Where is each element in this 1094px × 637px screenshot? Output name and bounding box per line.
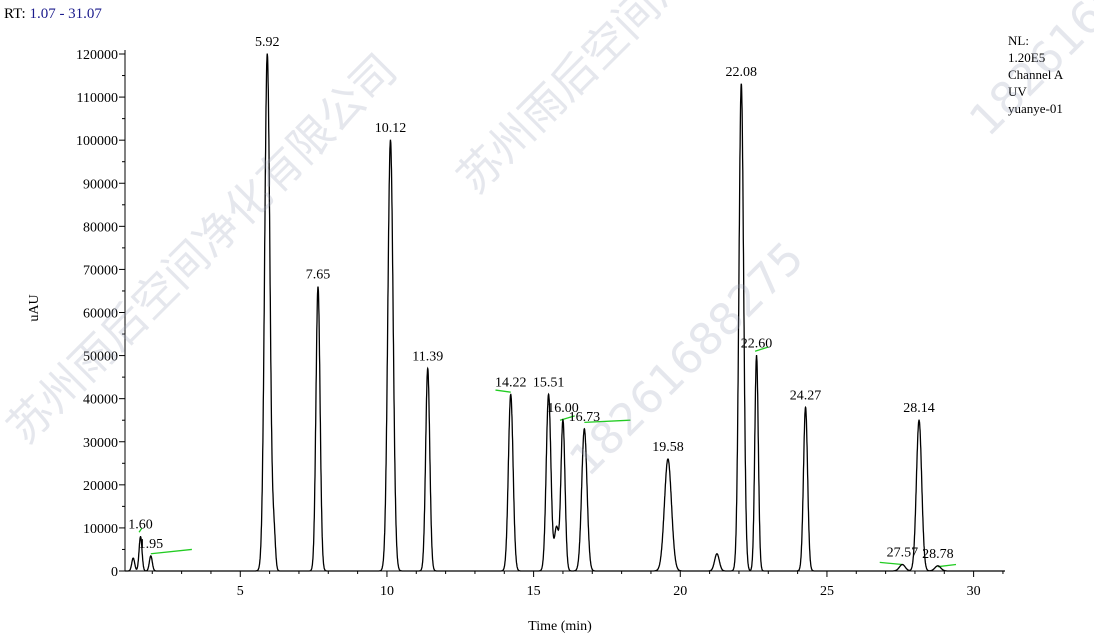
x-tick-label: 10 <box>380 584 394 599</box>
rt-range-value: 1.07 - 31.07 <box>29 6 102 22</box>
baseline-segment <box>584 419 631 424</box>
peak-label: 5.92 <box>255 35 280 50</box>
x-tick-label: 5 <box>237 584 244 599</box>
baseline-segment <box>879 561 903 566</box>
channel-label: Channel A <box>1008 67 1064 82</box>
peak-label: 28.78 <box>922 547 954 562</box>
x-tick-label: 25 <box>820 584 834 599</box>
chromatogram-trace <box>125 53 1005 572</box>
detector-label: UV <box>1008 84 1027 99</box>
chart-axes: 0 10000 20000 30000 40000 50000 60000 70000 8000… <box>76 48 1005 599</box>
nl-value: 1.20E5 <box>1008 50 1046 65</box>
y-tick-label: 120000 <box>76 48 118 63</box>
baseline-segment <box>495 389 511 393</box>
peak-label: 22.08 <box>726 65 758 80</box>
peak-label: 11.39 <box>412 350 443 365</box>
peak-label: 19.58 <box>652 440 684 455</box>
y-axis-label: uAU <box>27 294 42 321</box>
x-axis-label: Time (min) <box>528 619 592 634</box>
peak-label: 1.95 <box>139 537 164 552</box>
peak-label: 1.60 <box>128 518 153 533</box>
sample-name: yuanye-01 <box>1008 101 1063 116</box>
y-tick-label: 30000 <box>83 436 118 451</box>
y-tick-label: 70000 <box>83 263 118 278</box>
baseline-segment <box>937 563 957 568</box>
peak-label: 24.27 <box>790 388 822 403</box>
x-tick-label: 20 <box>673 584 687 599</box>
y-tick-label: 40000 <box>83 393 118 408</box>
peak-label: 15.51 <box>533 375 565 390</box>
x-tick-label: 15 <box>527 584 541 599</box>
x-tick-label: 30 <box>967 584 981 599</box>
peak-labels: 1.60 1.95 5.92 7.65 10.12 11.39 14.22 15.51 16.0… <box>128 35 953 562</box>
normalization-info: NL: 1.20E5 Channel A UV yuanye-01 <box>1008 32 1063 117</box>
baseline-segment <box>150 548 192 555</box>
peak-label: 7.65 <box>306 268 331 283</box>
y-tick-label: 20000 <box>83 479 118 494</box>
y-tick-label: 60000 <box>83 307 118 322</box>
y-tick-label: 90000 <box>83 177 118 192</box>
rt-prefix: RT: <box>4 6 26 22</box>
peak-label: 22.60 <box>741 337 773 352</box>
peak-label: 27.57 <box>887 546 919 561</box>
peak-label: 10.12 <box>375 121 407 136</box>
y-tick-label: 0 <box>111 565 118 580</box>
peak-label: 16.00 <box>547 401 579 416</box>
peak-label: 28.14 <box>903 401 935 416</box>
y-tick-label: 10000 <box>83 522 118 537</box>
rt-range-label: RT: 1.07 - 31.07 <box>4 6 102 23</box>
y-tick-label: 50000 <box>83 350 118 365</box>
peak-label: 14.22 <box>495 375 527 390</box>
baseline-segment <box>138 527 143 533</box>
y-tick-label: 80000 <box>83 220 118 235</box>
peak-label: 16.73 <box>569 410 601 425</box>
y-tick-label: 100000 <box>76 134 118 149</box>
y-tick-label: 110000 <box>77 91 118 106</box>
nl-label: NL: <box>1008 33 1029 48</box>
baseline-segment <box>754 346 769 352</box>
